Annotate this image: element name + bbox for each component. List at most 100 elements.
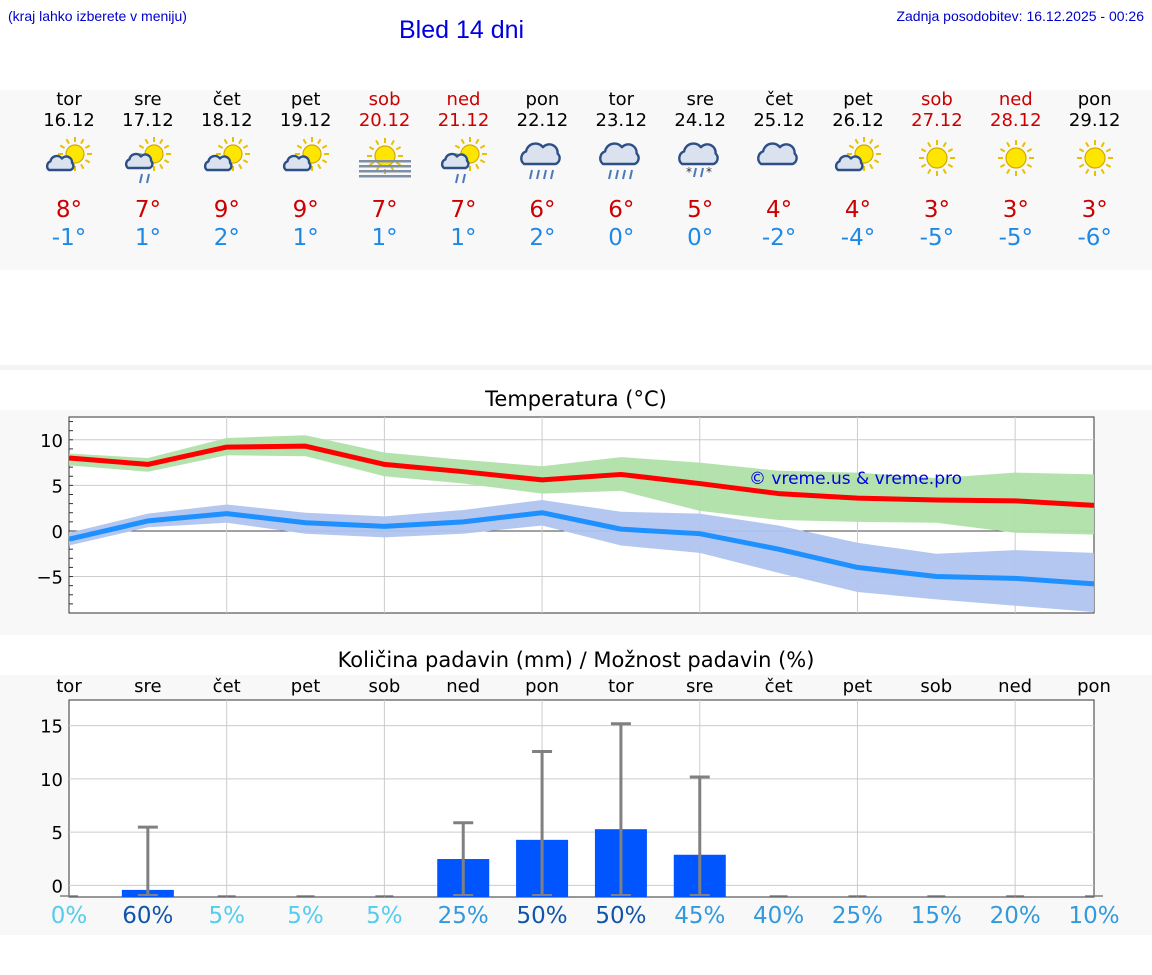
day-max-temp: 5° xyxy=(687,197,714,223)
x-tick-label: sre xyxy=(686,676,714,697)
precip-probability-label: 60% xyxy=(122,903,174,929)
day-date: 26.12 xyxy=(832,110,884,131)
day-max-temp: 3° xyxy=(923,197,950,223)
day-icon xyxy=(739,132,819,196)
day-date: 27.12 xyxy=(911,110,963,131)
x-tick-label: tor xyxy=(608,676,634,697)
x-tick-label: čet xyxy=(764,676,793,697)
day-date: 20.12 xyxy=(358,110,411,131)
day-max-temp: 8° xyxy=(55,197,83,223)
day-weekday: sob xyxy=(368,89,401,110)
x-tick-label: sob xyxy=(368,676,401,697)
day-icon xyxy=(187,132,267,196)
day-column: sre 17.12 7° 1° xyxy=(108,90,188,252)
day-date: 25.12 xyxy=(753,110,805,131)
day-max-temp: 6° xyxy=(608,197,635,223)
day-column: pet 26.12 4° -4° xyxy=(818,90,898,252)
precip-probability-label: 15% xyxy=(910,903,962,929)
day-max-temp: 7° xyxy=(134,197,161,223)
cloud-icon xyxy=(757,142,798,166)
day-weekday: sre xyxy=(686,89,714,110)
precip-probability-label: 25% xyxy=(437,903,489,929)
precip-probability-label: 5% xyxy=(366,903,403,929)
precip-probability-label: 50% xyxy=(595,903,647,929)
day-weekday: pon xyxy=(1077,89,1112,110)
day-weekday: ned xyxy=(998,89,1033,110)
day-date: 19.12 xyxy=(279,110,332,131)
precipitation-chart-title: Količina padavin (mm) / Možnost padavin … xyxy=(337,648,815,672)
day-date: 16.12 xyxy=(43,110,95,131)
cloud-rain-icon xyxy=(520,142,562,180)
day-weekday: pet xyxy=(290,89,321,110)
day-column: sob 20.12 7° 1° xyxy=(345,90,425,252)
day-max-temp: 9° xyxy=(292,197,319,223)
sun-fog-icon xyxy=(358,138,411,178)
sun-icon xyxy=(997,140,1034,176)
day-column: čet 25.12 4° -2° xyxy=(739,90,819,252)
day-icon xyxy=(266,132,346,196)
precip-probability-label: 50% xyxy=(516,903,568,929)
x-tick-label: pon xyxy=(1077,676,1111,697)
sun-cloud-rain-icon xyxy=(440,137,487,184)
x-tick-label: pet xyxy=(842,676,873,697)
day-icon xyxy=(897,132,977,196)
day-column: tor 23.12 6° 0° xyxy=(581,90,661,252)
day-min-temp: 0° xyxy=(608,225,635,251)
day-min-temp: -1° xyxy=(51,225,87,251)
day-date: 28.12 xyxy=(990,110,1042,131)
day-min-temp: 2° xyxy=(213,225,240,251)
sun-cloud-icon xyxy=(46,137,92,172)
sun-cloud-icon xyxy=(282,137,329,172)
precip-probability-label: 5% xyxy=(208,903,245,929)
day-min-temp: 1° xyxy=(292,225,319,251)
day-column: pon 29.12 3° -6° xyxy=(1055,90,1135,252)
day-max-temp: 3° xyxy=(1081,197,1108,223)
day-icon xyxy=(976,132,1056,196)
location-hint[interactable]: (kraj lahko izberete v meniju) xyxy=(8,8,187,24)
day-column: pet 19.12 9° 1° xyxy=(266,90,346,252)
svg-text:*: * xyxy=(686,165,692,179)
day-max-temp: 7° xyxy=(450,197,477,223)
x-tick-label: sre xyxy=(134,676,162,697)
day-date: 21.12 xyxy=(437,110,490,131)
day-icon xyxy=(1055,132,1135,196)
x-tick-label: tor xyxy=(56,676,82,697)
day-min-temp: 1° xyxy=(371,225,398,251)
daily-forecast-panel: tor 16.12 8° -1° sre 17.12 7° 1° čet 18.12 9° 2° pet… xyxy=(0,90,1152,270)
section-divider xyxy=(0,365,1152,370)
day-icon xyxy=(29,132,109,196)
day-min-temp: -6° xyxy=(1077,225,1112,251)
cloud-sleet-icon: * * xyxy=(678,142,719,179)
day-date: 29.12 xyxy=(1068,110,1121,131)
x-tick-label: pon xyxy=(525,676,559,697)
day-min-temp: 0° xyxy=(687,225,714,251)
day-max-temp: 6° xyxy=(529,197,556,223)
day-column: ned 21.12 7° 1° xyxy=(424,90,504,252)
svg-text:*: * xyxy=(706,165,712,179)
day-max-temp: 9° xyxy=(213,197,240,223)
precip-probability-label: 40% xyxy=(753,903,805,929)
day-column: sre 24.12 * * 5° 0° xyxy=(660,90,740,252)
sun-cloud-icon xyxy=(203,137,250,172)
day-icon: * * xyxy=(660,132,740,196)
precip-probability-label: 10% xyxy=(1068,903,1120,929)
sun-icon xyxy=(1076,140,1113,176)
day-min-temp: -2° xyxy=(761,225,797,251)
day-icon xyxy=(502,132,582,196)
day-weekday: čet xyxy=(765,89,794,110)
sun-cloud-rain-icon xyxy=(124,137,171,184)
day-min-temp: 2° xyxy=(529,225,556,251)
cloud-rain-icon xyxy=(599,142,641,180)
day-weekday: tor xyxy=(56,89,82,110)
day-icon xyxy=(108,132,188,196)
x-tick-label: sob xyxy=(920,676,953,697)
day-weekday: sob xyxy=(920,89,953,110)
temperature-panel xyxy=(0,410,1152,635)
x-tick-label: ned xyxy=(446,676,481,697)
day-weekday: tor xyxy=(608,89,635,110)
day-icon xyxy=(581,132,661,196)
last-updated: Zadnja posodobitev: 16.12.2025 - 00:26 xyxy=(896,8,1144,24)
temperature-chart-title: Temperatura (°C) xyxy=(485,387,667,411)
precip-probability-label: 25% xyxy=(831,903,884,929)
day-max-temp: 3° xyxy=(1002,197,1029,223)
